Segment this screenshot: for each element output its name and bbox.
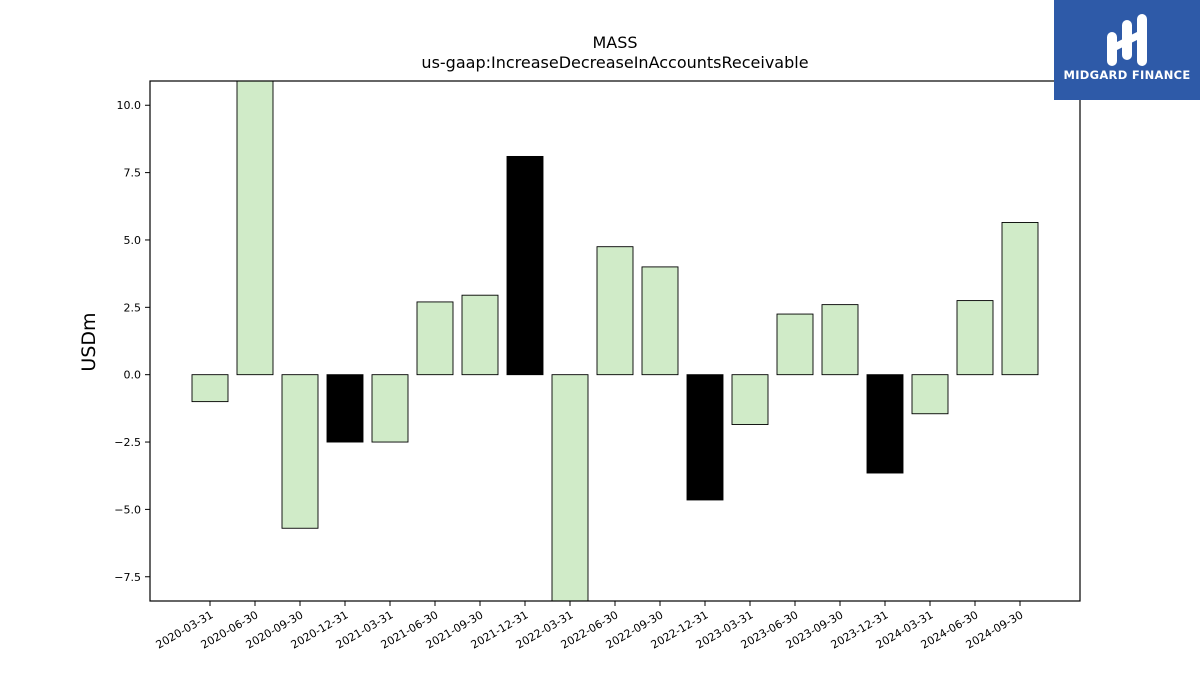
bar-2022-12-31 [686, 374, 724, 501]
bar-2024-03-31 [911, 374, 949, 415]
bar-2024-06-30 [956, 300, 994, 376]
chart-subtitle: us-gaap:IncreaseDecreaseInAccountsReceiv… [421, 53, 808, 72]
midgard-logo-icon [1107, 14, 1147, 66]
bar-2023-06-30 [776, 313, 814, 376]
y-tick-label: 7.5 [124, 167, 142, 180]
y-tick-label: 5.0 [124, 234, 142, 247]
y-axis-label: USDm [78, 312, 100, 371]
y-tick-label: 0.0 [124, 369, 142, 382]
bar-2020-09-30 [281, 374, 319, 529]
y-tick-label: −7.5 [114, 571, 141, 584]
x-ticks-group: 2020-03-312020-06-302020-09-302020-12-31… [154, 601, 1026, 652]
bar-2023-03-31 [731, 374, 769, 425]
plot-frame [149, 80, 1081, 602]
bar-2021-06-30 [416, 301, 454, 376]
bars-group [191, 80, 1039, 602]
brand-name: MIDGARD FINANCE [1063, 68, 1191, 82]
bar-2022-03-31 [551, 374, 589, 602]
y-tick-label: 2.5 [124, 301, 142, 314]
bar-2020-12-31 [326, 374, 364, 443]
y-ticks-group: 10.0 7.5 5.0 2.5 0.0 −2.5 −5.0 −7.5 [114, 99, 150, 584]
y-tick-label: 10.0 [117, 99, 142, 112]
bar-2024-09-30 [1001, 222, 1039, 376]
chart-title: MASS [592, 33, 637, 52]
bar-2020-06-30 [236, 80, 274, 376]
bar-2020-03-31 [191, 374, 229, 403]
bar-2021-03-31 [371, 374, 409, 443]
bar-2023-09-30 [821, 304, 859, 376]
bar-2021-12-31 [506, 155, 544, 376]
bar-2022-09-30 [641, 266, 679, 376]
y-tick-label: −2.5 [114, 436, 141, 449]
bar-2021-09-30 [461, 294, 499, 376]
bar-2023-12-31 [866, 374, 904, 474]
y-tick-label: −5.0 [114, 503, 141, 516]
bar-2022-06-30 [596, 246, 634, 376]
brand-logo: MIDGARD FINANCE [1054, 0, 1200, 100]
